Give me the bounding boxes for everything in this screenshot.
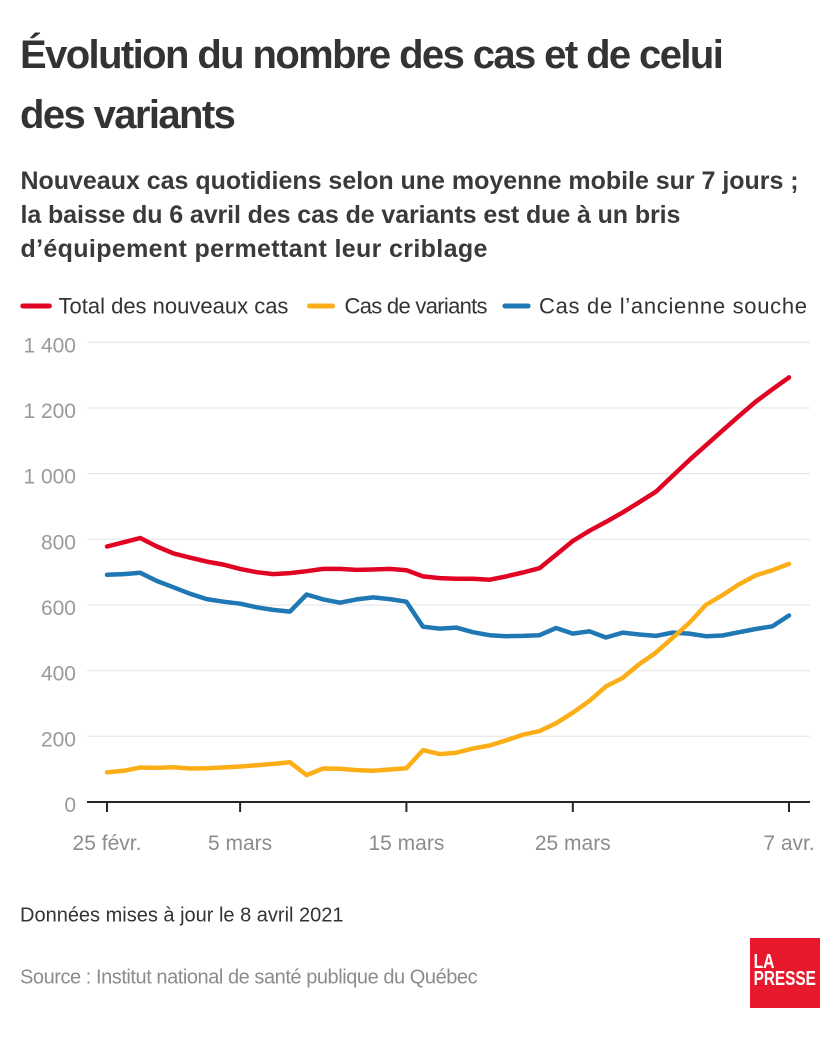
svg-text:Source : Institut national de: Source : Institut national de santé publ… xyxy=(20,967,478,989)
svg-text:25 mars: 25 mars xyxy=(535,832,611,855)
svg-text:la baisse du 6 avril des cas d: la baisse du 6 avril des cas de variants… xyxy=(21,201,681,229)
svg-text:d’équipement permettant leur c: d’équipement permettant leur criblage xyxy=(21,235,488,263)
svg-text:400: 400 xyxy=(41,663,76,686)
svg-text:600: 600 xyxy=(41,597,76,620)
svg-text:Nouveaux cas quotidiens selon: Nouveaux cas quotidiens selon une moyenn… xyxy=(21,167,799,195)
svg-text:0: 0 xyxy=(64,794,76,817)
svg-text:Évolution du nombre des cas et: Évolution du nombre des cas et de celui xyxy=(20,32,722,77)
svg-text:PRESSE: PRESSE xyxy=(754,967,816,990)
svg-text:15 mars: 15 mars xyxy=(368,832,444,855)
svg-text:des variants: des variants xyxy=(20,93,235,137)
svg-text:1 200: 1 200 xyxy=(23,400,76,423)
svg-text:LA: LA xyxy=(754,950,775,973)
svg-text:Données mises à jour le 8 avri: Données mises à jour le 8 avril 2021 xyxy=(20,904,344,926)
svg-text:5 mars: 5 mars xyxy=(208,832,272,855)
svg-text:800: 800 xyxy=(41,531,76,554)
svg-text:7 avr.: 7 avr. xyxy=(763,832,814,855)
svg-text:Cas de l’ancienne souche: Cas de l’ancienne souche xyxy=(539,294,808,319)
svg-text:200: 200 xyxy=(41,728,76,751)
svg-text:1 000: 1 000 xyxy=(23,466,76,489)
svg-text:Total des nouveaux cas: Total des nouveaux cas xyxy=(59,294,289,319)
svg-text:25 févr.: 25 févr. xyxy=(73,832,142,855)
svg-text:1 400: 1 400 xyxy=(23,334,76,357)
svg-text:Cas de variants: Cas de variants xyxy=(345,294,488,319)
